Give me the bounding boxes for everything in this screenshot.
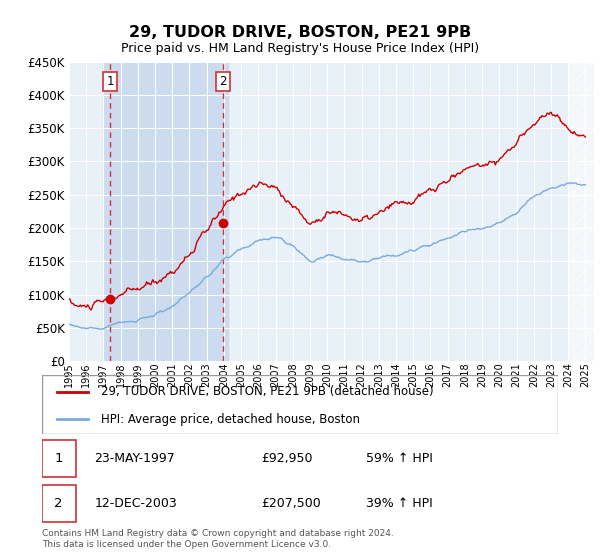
Bar: [42, 486, 76, 521]
Text: 12-DEC-2003: 12-DEC-2003: [94, 497, 177, 510]
Text: 1: 1: [106, 75, 114, 88]
Text: HPI: Average price, detached house, Boston: HPI: Average price, detached house, Bost…: [101, 413, 361, 426]
Text: 2: 2: [220, 75, 227, 88]
Text: 29, TUDOR DRIVE, BOSTON, PE21 9PB (detached house): 29, TUDOR DRIVE, BOSTON, PE21 9PB (detac…: [101, 385, 434, 398]
Text: 23-MAY-1997: 23-MAY-1997: [94, 452, 175, 465]
Bar: [103, 62, 228, 361]
Text: 39% ↑ HPI: 39% ↑ HPI: [365, 497, 433, 510]
Text: Contains HM Land Registry data © Crown copyright and database right 2024.
This d: Contains HM Land Registry data © Crown c…: [42, 529, 394, 549]
Text: Price paid vs. HM Land Registry's House Price Index (HPI): Price paid vs. HM Land Registry's House …: [121, 42, 479, 55]
Text: £207,500: £207,500: [261, 497, 321, 510]
Text: 2: 2: [55, 497, 63, 510]
Text: 59% ↑ HPI: 59% ↑ HPI: [365, 452, 433, 465]
Text: 29, TUDOR DRIVE, BOSTON, PE21 9PB: 29, TUDOR DRIVE, BOSTON, PE21 9PB: [129, 25, 471, 40]
Text: 1: 1: [55, 452, 63, 465]
Bar: [42, 441, 76, 477]
Text: £92,950: £92,950: [261, 452, 313, 465]
Bar: [568, 62, 594, 361]
